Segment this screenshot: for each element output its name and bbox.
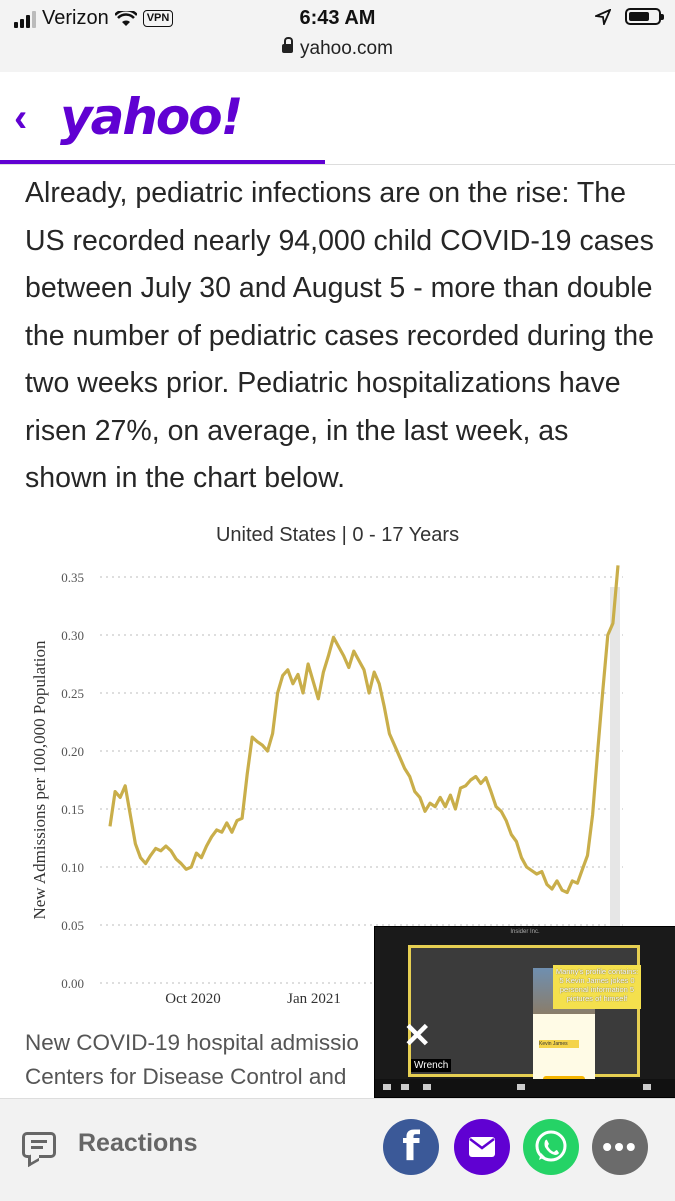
vpn-badge: VPN [142,10,174,27]
status-right [595,8,664,25]
close-icon[interactable]: ✕ [403,1017,432,1055]
y-tick-label: 0.25 [61,686,84,701]
series-line [108,565,620,895]
article-paragraph: Already, pediatric infections are on the… [25,177,654,494]
chart-caption: New COVID-19 hospital admissio Centers f… [25,1026,385,1094]
facebook-icon[interactable]: f [383,1119,439,1175]
y-tick-label: 0.30 [61,628,84,643]
y-tick-label: 0.35 [61,570,84,585]
cell-signal-icon [14,10,36,28]
more-icon[interactable]: ••• [592,1119,648,1175]
y-tick-label: 0.00 [61,976,84,991]
y-tick-label: 0.10 [61,860,84,875]
y-axis-label: New Admissions per 100,000 Population [30,640,49,920]
video-call-overlay[interactable]: Insider Inc. Kevin James Manny's profile… [374,926,675,1098]
site-header: ‹ yahoo! [0,72,675,165]
x-tick-label: Oct 2020 [165,991,220,1007]
x-tick-label: Jan 2021 [287,991,341,1007]
battery-icon [625,8,664,25]
caption-line-2: Centers for Disease Control and [25,1064,347,1089]
lock-icon [282,37,294,53]
chat-bubble-icon[interactable] [22,1132,56,1158]
mail-icon[interactable] [454,1119,510,1175]
profile-note: Manny's profile contains: 5 Kevin James … [553,965,641,1009]
y-tick-label: 0.20 [61,744,84,759]
address-bar[interactable]: yahoo.com [0,37,675,60]
wifi-icon [114,10,137,27]
chart-title: United States | 0 - 17 Years [215,524,460,546]
video-window-title: Insider Inc. [510,929,540,935]
url-text: yahoo.com [300,38,393,59]
hospitalization-chart: 0.35 0.30 0.25 0.20 0.15 0.10 0.05 0.00 New Admi… [30,565,623,1007]
location-arrow-icon [595,8,611,25]
whatsapp-icon[interactable] [523,1119,579,1175]
status-left: Verizon VPN [14,7,174,30]
status-bar: Verizon VPN 6:43 AM yahoo.com [0,0,675,72]
bottom-action-bar: Reactions f ••• [0,1098,675,1201]
header-progress-accent [0,160,325,164]
y-tick-label: 0.05 [61,918,84,933]
video-controls[interactable] [375,1079,675,1097]
reactions-button[interactable]: Reactions [78,1129,198,1157]
y-tick-label: 0.15 [61,802,84,817]
clock: 6:43 AM [299,7,376,29]
carrier-name: Verizon [42,7,109,29]
profile-name: Kevin James [539,1040,579,1048]
caption-line-1: New COVID-19 hospital admissio [25,1030,359,1055]
chevron-left-icon[interactable]: ‹ [14,96,28,140]
yahoo-logo[interactable]: yahoo! [60,88,243,146]
latest-week-band [610,587,620,983]
participant-label: Wrench [411,1059,452,1072]
